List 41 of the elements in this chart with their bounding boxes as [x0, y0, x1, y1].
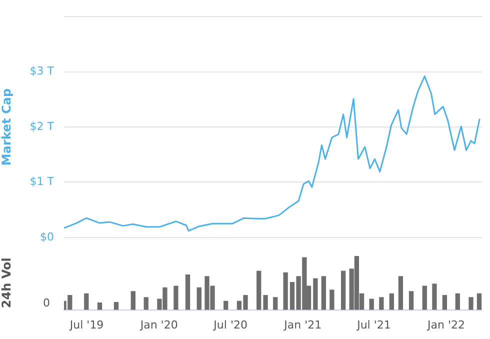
bar — [379, 297, 384, 310]
bar — [144, 297, 148, 310]
text: 0 — [43, 296, 50, 310]
bar — [422, 286, 427, 310]
y-tick-label: $2 T — [30, 120, 54, 133]
bar — [84, 293, 89, 310]
bar — [442, 294, 448, 310]
bar — [321, 276, 326, 310]
bar — [174, 286, 178, 310]
y-axis-title: 24h Vol — [0, 258, 14, 308]
bar — [273, 297, 278, 310]
bar — [432, 284, 437, 310]
bar — [97, 302, 102, 310]
y-tick-label: $0 — [40, 230, 54, 244]
x-tick-label: Jul '19 — [68, 318, 104, 332]
y-axis-title: Market Cap — [0, 88, 14, 166]
bar — [369, 298, 374, 310]
bar — [263, 294, 268, 310]
x-tick-label: Jan '21 — [283, 318, 322, 332]
y-tick-label: $3 T — [30, 64, 54, 78]
bar — [389, 293, 394, 310]
bar — [185, 274, 190, 310]
bar — [114, 302, 119, 310]
bar — [313, 278, 318, 310]
bar — [256, 270, 262, 310]
y-tick-label: $1 T — [30, 175, 54, 188]
bar — [330, 290, 334, 310]
x-tick-label: Jul '20 — [212, 318, 248, 332]
x-tick-label: Jan '20 — [139, 318, 178, 332]
bar — [476, 293, 482, 310]
bar — [398, 276, 404, 310]
x-tick-label: Jan '22 — [426, 318, 465, 332]
bar — [196, 287, 202, 310]
bar — [224, 300, 228, 310]
bar — [340, 270, 346, 310]
bar — [455, 293, 460, 310]
bar — [130, 291, 136, 310]
bar — [283, 272, 288, 310]
bar — [408, 291, 414, 310]
x-tick-label: Jul '21 — [356, 318, 391, 332]
bar — [468, 297, 474, 310]
